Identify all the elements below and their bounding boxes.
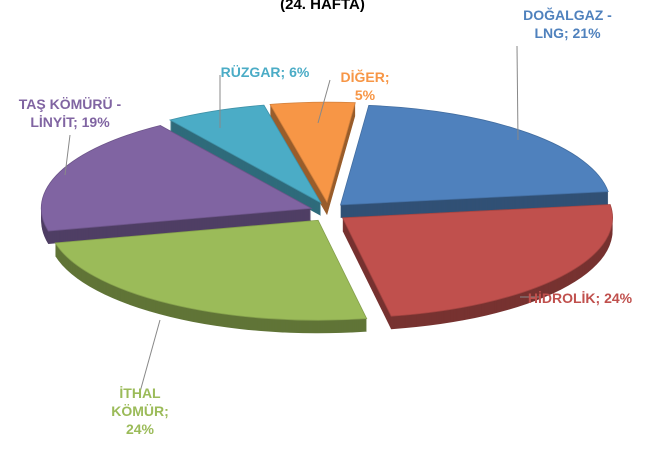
- leader-line: [64, 134, 71, 176]
- slice: [341, 204, 613, 317]
- slice: [340, 105, 609, 206]
- slice: [40, 125, 313, 232]
- slice: [54, 219, 368, 321]
- chart-title: (24. HAFTA): [280, 0, 365, 13]
- leader-line: [317, 79, 331, 124]
- slice: [269, 101, 356, 204]
- data-label: DİĞER; 5%: [340, 69, 390, 103]
- data-label: HİDROLİK; 24%: [527, 290, 633, 306]
- data-label: RÜZGAR; 6%: [220, 64, 310, 80]
- leader-line: [516, 45, 519, 141]
- slice: [168, 104, 323, 204]
- leader-line: [139, 319, 161, 393]
- data-label: TAŞ KÖMÜRÜ - LİNYİT; 19%: [18, 96, 122, 130]
- data-label: DOĞALGAZ - LNG; 21%: [523, 7, 612, 41]
- data-label: İTHAL KÖMÜR; 24%: [111, 385, 169, 437]
